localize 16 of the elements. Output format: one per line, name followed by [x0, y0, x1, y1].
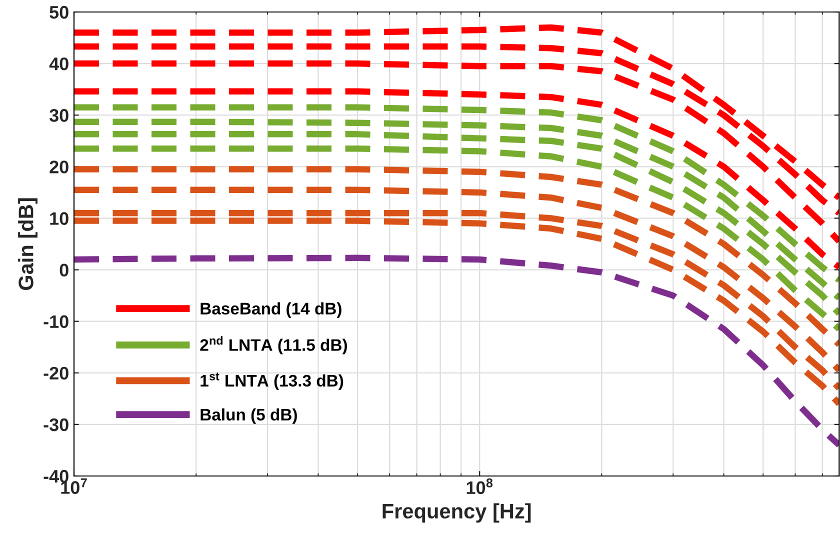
y-tick-label: -10	[44, 315, 68, 328]
y-tick-label: 50	[50, 6, 68, 19]
y-tick-label: 30	[49, 109, 68, 122]
y-tick-label: 20	[50, 160, 68, 174]
y-tick-label: 0	[60, 264, 68, 276]
legend-label: 2$^{nd}$ LNTA (11.5 dB)	[200, 336, 347, 354]
y-tick-label: -30	[44, 418, 68, 432]
x-axis-title: Frequency [Hz]	[382, 503, 531, 523]
y-tick-label: -20	[44, 366, 68, 380]
legend-label: 1$^{st}$ LNTA (13.3 dB)	[200, 372, 344, 390]
legend-label: Balun (5 dB)	[200, 408, 297, 424]
y-axis-title: Gain [dB]	[18, 198, 38, 290]
legend-label: BaseBand (14 dB)	[200, 302, 342, 318]
y-tick-label: 40	[49, 57, 68, 70]
y-tick-label: 10	[50, 212, 68, 225]
x-tick-label: 10$^{8}$	[466, 478, 493, 494]
